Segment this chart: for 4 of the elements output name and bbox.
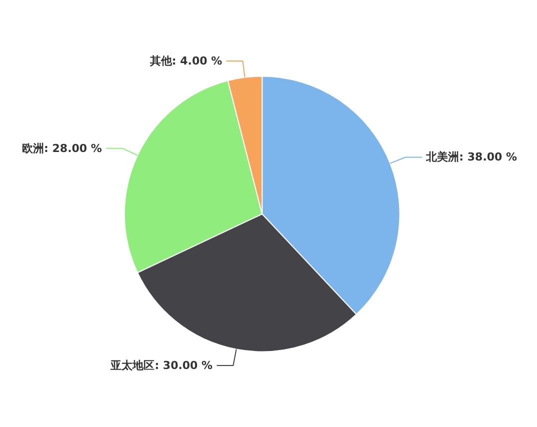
slice-label: 其他: 4.00 % <box>148 54 222 68</box>
slice-label: 北美洲: 38.00 % <box>425 150 518 164</box>
slice-label: 亚太地区: 30.00 % <box>110 358 213 372</box>
slice-label: 欧洲: 28.00 % <box>22 142 102 155</box>
